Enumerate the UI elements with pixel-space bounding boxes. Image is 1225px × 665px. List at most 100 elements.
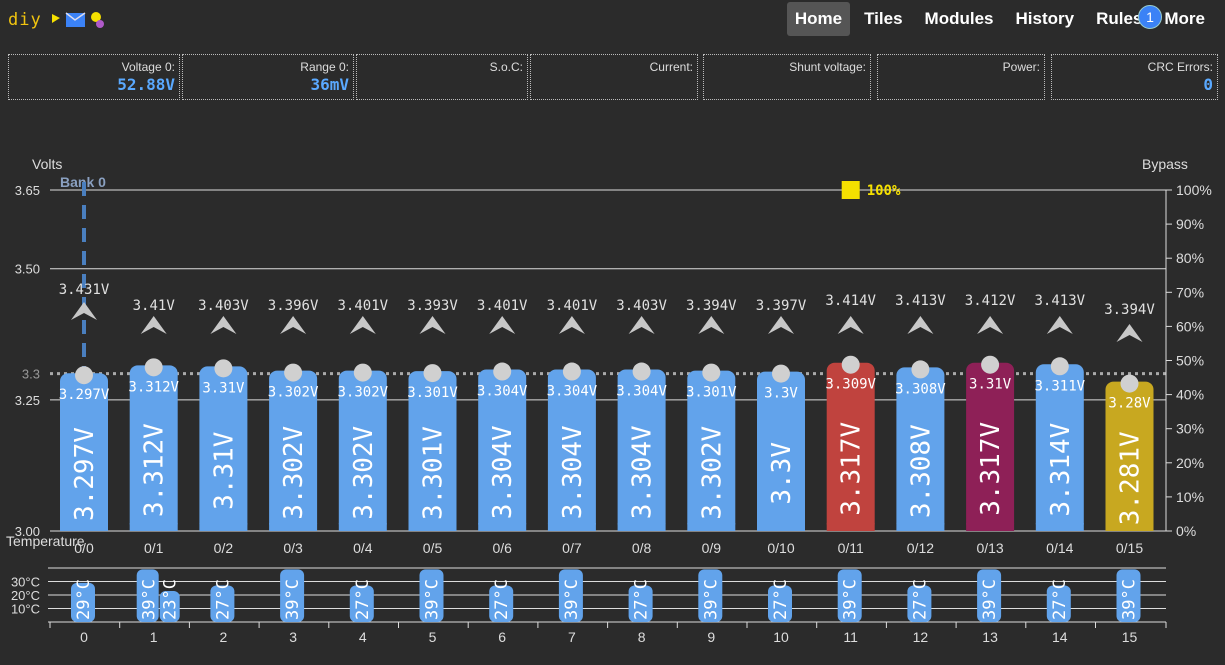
y-right-tick-label: 40% [1176,387,1204,403]
temp-bar-label: 27°C [213,579,233,620]
voltage-bar-label: 3.304V [628,425,658,519]
stat-value: 52.88V [117,75,175,94]
max-voltage-label: 3.394V [686,298,737,314]
temp-bar [419,569,444,622]
max-voltage-label: 3.41V [133,298,176,314]
voltage-dot [1120,374,1139,393]
x-tick-label: 0/12 [907,540,934,556]
y-right-tick-label: 90% [1176,216,1204,232]
max-voltage-label: 3.412V [965,293,1016,309]
voltage-bar-label: 3.31V [209,432,239,510]
voltage-bar-label: 3.302V [279,426,309,520]
y-tick-label: 3.65 [15,183,40,198]
voltage-dot [284,363,303,382]
min-voltage-label: 3.3V [764,386,798,402]
stat-label: Shunt voltage: [789,60,866,74]
max-voltage-label: 3.397V [756,298,807,314]
min-voltage-label: 3.311V [1035,378,1086,394]
y-tick-label: 3.25 [15,393,40,408]
y-tick-label: 3.3 [22,367,40,382]
logo-shapes-icon [52,12,104,28]
voltage-bar [478,369,527,531]
max-arrow-icon [907,316,934,334]
voltage-bar [826,362,875,531]
temp-bar [280,569,305,622]
max-voltage-label: 3.403V [616,298,667,314]
max-arrow-icon [140,316,167,334]
x-tick-label: 0/3 [283,540,303,556]
voltage-dot [214,359,233,378]
voltage-bar-label: 3.3V [767,442,797,505]
temp-bar [71,582,95,622]
voltage-bar-base [269,523,318,531]
x-tick-label: 0/6 [492,540,512,556]
voltage-bar-label: 3.304V [488,425,518,519]
temp-x-tick-label: 9 [707,629,715,645]
x-tick-label: 0/8 [632,540,652,556]
voltage-bar-base [617,523,666,531]
stat-current: Current: [530,54,698,100]
nav-home[interactable]: Home [786,2,851,36]
nav-modules[interactable]: Modules [924,9,994,28]
nav-tiles[interactable]: Tiles [864,9,903,28]
voltage-dot [493,362,512,381]
y-axis-label-right: Bypass [1142,156,1188,172]
y-axis-label-left: Volts [32,156,62,172]
temp-x-tick-label: 3 [289,629,297,645]
voltage-bar [338,370,387,531]
voltage-bar-base [547,523,596,531]
max-arrow-icon [837,316,864,334]
temp-bar-label: 39°C [1120,579,1140,620]
stat-value: 0 [1203,75,1213,94]
voltage-bar-base [896,523,945,531]
voltage-bar [617,369,666,531]
voltage-bar-label: 3.312V [140,423,170,517]
stat-label: S.o.C: [489,60,523,74]
voltage-dot [841,355,860,374]
max-voltage-label: 3.401V [338,298,389,314]
temp-bar-label: 39°C [140,579,160,620]
voltage-dot [423,364,442,383]
x-tick-label: 0/7 [562,540,582,556]
x-tick-label: 0/0 [74,540,94,556]
temp-bar [1046,585,1071,622]
stats-row: Voltage 0: 52.88V Range 0: 36mV S.o.C: C… [8,54,1218,102]
nav-more[interactable]: More [1164,9,1205,28]
max-arrow-icon [977,316,1004,334]
min-voltage-label: 3.301V [407,385,458,401]
voltage-dot [772,364,790,383]
stat-crc-errors: CRC Errors: 0 [1051,54,1218,100]
bypass-marker-label: 100% [867,183,901,199]
notification-badge[interactable]: 1 [1138,5,1162,29]
voltage-bar-base [338,523,387,531]
max-arrow-icon [768,316,794,334]
voltage-bar-label: 3.302V [349,426,379,520]
min-voltage-label: 3.309V [825,377,876,393]
max-arrow-icon [71,302,97,320]
stat-range: Range 0: 36mV [182,54,354,100]
min-voltage-label: 3.304V [616,384,667,400]
voltage-dot [911,360,930,379]
temp-bar [558,569,583,622]
voltage-bar-base [1105,523,1154,531]
voltage-bar-base [129,523,178,531]
temp-bar-label: 39°C [980,579,1000,620]
voltage-bar-label: 3.317V [837,422,867,516]
temp-bar [1116,569,1141,622]
temp-bar [907,585,932,622]
temp-bar-label: 27°C [771,579,791,620]
voltage-bar-label: 3.317V [976,422,1006,516]
x-tick-label: 0/2 [214,540,234,556]
stat-value: 36mV [310,75,349,94]
max-arrow-icon [280,316,307,334]
voltage-bar [269,370,318,531]
temp-bar-label: 39°C [283,579,303,620]
max-arrow-icon [419,316,446,334]
nav-history[interactable]: History [1015,9,1075,28]
temp-bar [489,585,514,622]
app-logo[interactable]: diy [8,6,108,32]
min-voltage-label: 3.304V [477,384,528,400]
nav-rules[interactable]: Rules [1096,9,1143,28]
max-arrow-icon [1046,316,1073,334]
